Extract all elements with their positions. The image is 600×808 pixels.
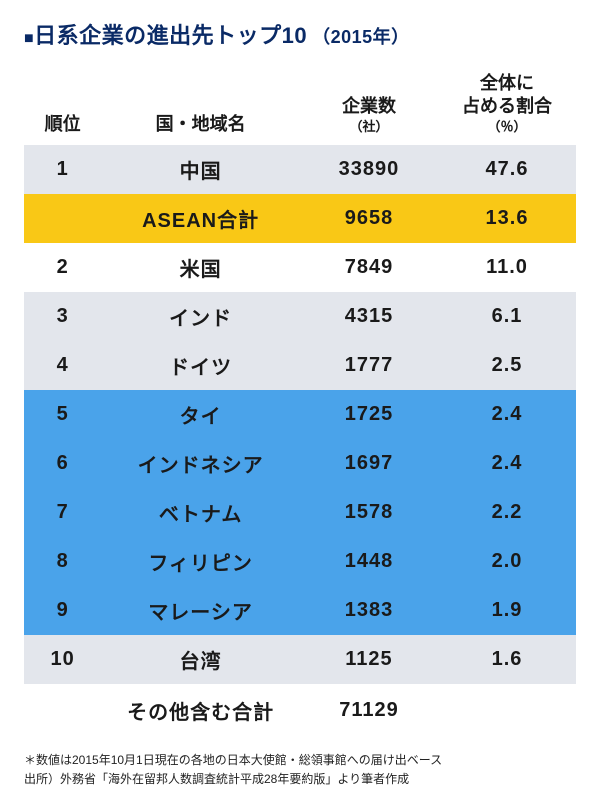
cell-count: 4315 (300, 292, 438, 341)
title-text: 日系企業の進出先トップ10 (34, 23, 307, 48)
cell-country: インド (101, 292, 300, 341)
cell-country: タイ (101, 390, 300, 439)
cell-rank: 3 (24, 292, 101, 341)
cell-rank: 2 (24, 243, 101, 292)
cell-pct: 13.6 (438, 194, 576, 243)
table-row: 1中国3389047.6 (24, 145, 576, 194)
table-row: 2米国784911.0 (24, 243, 576, 292)
cell-country: ドイツ (101, 341, 300, 390)
cell-rank: 6 (24, 439, 101, 488)
cell-pct: 47.6 (438, 145, 576, 194)
th-pct: 全体に占める割合 （％） (438, 64, 576, 145)
cell-rank: 1 (24, 145, 101, 194)
cell-pct: 2.0 (438, 537, 576, 586)
th-pct-text: 全体に占める割合 (462, 73, 552, 116)
cell-rank: 4 (24, 341, 101, 390)
cell-country: マレーシア (101, 586, 300, 635)
table-row: 5タイ17252.4 (24, 390, 576, 439)
cell-count: 1725 (300, 390, 438, 439)
cell-pct: 2.2 (438, 488, 576, 537)
footnote: ＊数値は2015年10月1日現在の各地の日本大使館・総領事館への届け出ベース 出… (24, 751, 576, 789)
cell-rank: 10 (24, 635, 101, 684)
cell-country: 台湾 (101, 635, 300, 684)
total-value: 71129 (300, 684, 438, 735)
cell-country: 中国 (101, 145, 300, 194)
total-row: その他含む合計 71129 (24, 684, 576, 735)
cell-country: インドネシア (101, 439, 300, 488)
cell-count: 7849 (300, 243, 438, 292)
table-row: 3インド43156.1 (24, 292, 576, 341)
footnote-line: ＊数値は2015年10月1日現在の各地の日本大使館・総領事館への届け出ベース (24, 751, 576, 770)
cell-pct: 11.0 (438, 243, 576, 292)
page-title: ■日系企業の進出先トップ10 （2015年） (24, 18, 576, 50)
cell-pct: 1.9 (438, 586, 576, 635)
cell-count: 9658 (300, 194, 438, 243)
cell-pct: 6.1 (438, 292, 576, 341)
table-row: 8フィリピン14482.0 (24, 537, 576, 586)
cell-pct: 2.5 (438, 341, 576, 390)
th-count: 企業数 （社） (300, 64, 438, 145)
cell-pct: 2.4 (438, 439, 576, 488)
table-row: 10台湾11251.6 (24, 635, 576, 684)
footnote-line: 出所）外務省「海外在留邦人数調査統計平成28年要約版」より筆者作成 (24, 770, 576, 789)
cell-count: 1383 (300, 586, 438, 635)
cell-country: ASEAN合計 (101, 194, 300, 243)
cell-count: 1448 (300, 537, 438, 586)
title-square: ■ (24, 30, 34, 47)
table-body: 1中国3389047.6ASEAN合計965813.62米国784911.03イ… (24, 145, 576, 684)
th-rank: 順位 (24, 64, 101, 145)
cell-count: 1777 (300, 341, 438, 390)
table-row: 4ドイツ17772.5 (24, 341, 576, 390)
cell-rank: 5 (24, 390, 101, 439)
table-row: 9マレーシア13831.9 (24, 586, 576, 635)
cell-country: フィリピン (101, 537, 300, 586)
cell-count: 1125 (300, 635, 438, 684)
cell-country: 米国 (101, 243, 300, 292)
title-year: （2015年） (312, 27, 410, 47)
cell-rank: 8 (24, 537, 101, 586)
total-label: その他含む合計 (101, 684, 300, 735)
table-row: 7ベトナム15782.2 (24, 488, 576, 537)
cell-rank: 9 (24, 586, 101, 635)
table-header-row: 順位 国・地域名 企業数 （社） 全体に占める割合 （％） (24, 64, 576, 145)
ranking-table: 順位 国・地域名 企業数 （社） 全体に占める割合 （％） 1中国3389047… (24, 64, 576, 735)
cell-count: 1578 (300, 488, 438, 537)
cell-count: 33890 (300, 145, 438, 194)
table-row: 6インドネシア16972.4 (24, 439, 576, 488)
table-row: ASEAN合計965813.6 (24, 194, 576, 243)
cell-rank: 7 (24, 488, 101, 537)
cell-pct: 1.6 (438, 635, 576, 684)
cell-rank (24, 194, 101, 243)
cell-pct: 2.4 (438, 390, 576, 439)
cell-count: 1697 (300, 439, 438, 488)
cell-country: ベトナム (101, 488, 300, 537)
th-country: 国・地域名 (101, 64, 300, 145)
